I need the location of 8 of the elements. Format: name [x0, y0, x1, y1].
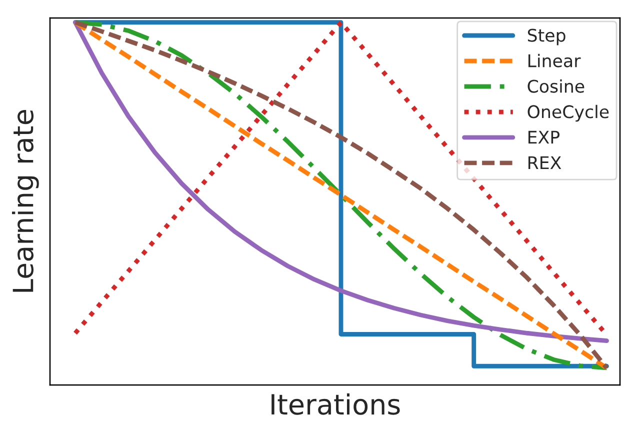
legend-label: OneCycle	[528, 104, 609, 122]
legend-label: EXP	[528, 130, 560, 144]
y-axis-title: Learning rate	[12, 110, 39, 292]
legend-label: Step	[528, 28, 566, 46]
legend-label: Linear	[528, 54, 581, 68]
legend-label: Cosine	[528, 79, 584, 93]
legend-label: REX	[528, 156, 562, 170]
x-axis-title: Iterations	[272, 393, 400, 415]
